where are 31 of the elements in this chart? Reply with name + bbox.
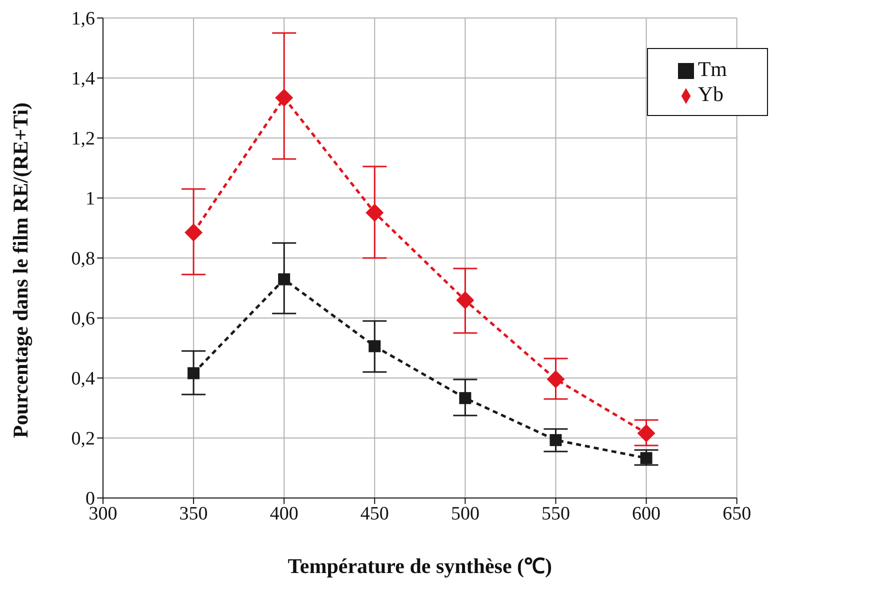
point <box>278 273 290 286</box>
x-axis-title: Température de synthèse (℃) <box>288 554 552 578</box>
x-tick-label: 650 <box>722 503 752 524</box>
y-tick-label: 0,8 <box>71 248 95 270</box>
x-tick-label: 600 <box>632 503 661 524</box>
y-tick-label: 1,2 <box>71 128 95 150</box>
y-tick-label: 0,4 <box>71 368 96 390</box>
legend-label: Yb <box>698 82 724 106</box>
y-tick-label: 0,2 <box>71 428 95 450</box>
point <box>275 88 294 107</box>
point <box>366 204 384 222</box>
point <box>546 370 565 388</box>
y-tick-label: 1,6 <box>71 8 95 30</box>
y-tick-label: 1,4 <box>71 68 96 90</box>
legend-label: Tm <box>698 57 727 81</box>
point <box>459 392 472 404</box>
point <box>640 452 652 464</box>
y-axis-title: Pourcentage dans le film RE/(RE+Ti) <box>8 102 32 438</box>
x-tick-label: 550 <box>541 503 570 524</box>
x-tick-label: 400 <box>270 503 298 524</box>
point <box>368 340 381 352</box>
point <box>456 291 474 310</box>
x-tick-label: 500 <box>450 503 480 524</box>
point <box>637 424 656 442</box>
point <box>550 434 562 446</box>
y-tick-label: 0,6 <box>71 308 95 330</box>
y-tick-label: 1 <box>86 188 95 210</box>
point <box>188 367 200 380</box>
x-tick-label: 450 <box>360 503 389 524</box>
x-tick-label: 350 <box>179 503 208 524</box>
point <box>184 224 203 242</box>
